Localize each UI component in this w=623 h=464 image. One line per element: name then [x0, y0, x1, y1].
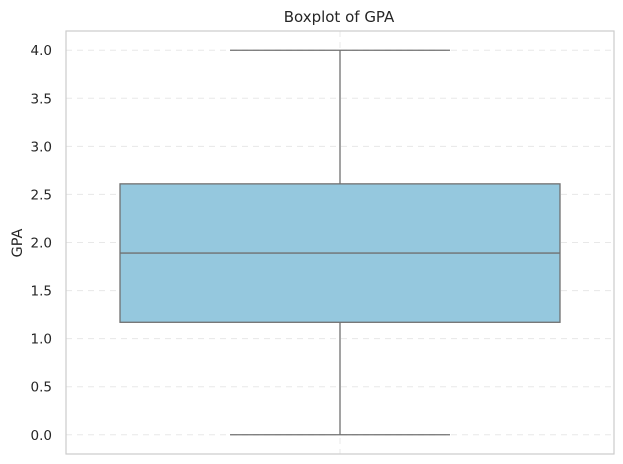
y-tick-label: 2.0: [31, 236, 52, 252]
chart-title: Boxplot of GPA: [284, 8, 395, 26]
y-tick-label: 3.0: [31, 139, 52, 155]
y-tick-label: 3.5: [31, 91, 52, 107]
y-axis-ticks: 0.0 0.5 1.0 1.5 2.0 2.5 3.0 3.5 4.0: [31, 43, 52, 444]
y-tick-label: 1.0: [31, 332, 52, 348]
y-tick-label: 0.5: [31, 380, 52, 396]
box-group: [119, 49, 561, 436]
y-tick-label: 4.0: [31, 43, 52, 59]
plot-frame: [65, 30, 615, 455]
y-axis-label: GPA: [10, 228, 26, 257]
y-tick-label: 0.0: [31, 428, 52, 444]
y-tick-label: 2.5: [31, 187, 52, 203]
y-tick-label: 1.5: [31, 284, 52, 300]
